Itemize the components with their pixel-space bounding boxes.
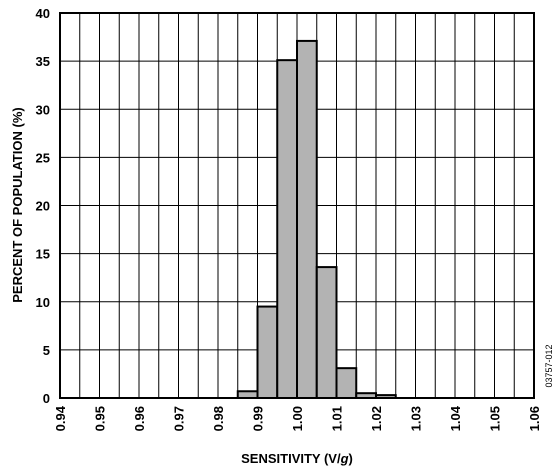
x-tick-label: 1.05 — [488, 406, 503, 431]
y-tick-label: 30 — [36, 102, 50, 117]
y-axis-title: PERCENT OF POPULATION (%) — [10, 107, 25, 302]
histogram-bar — [256, 305, 279, 399]
x-tick-label: 1.02 — [369, 406, 384, 431]
y-tick-label: 0 — [43, 391, 50, 406]
x-tick-label: 1.00 — [290, 406, 305, 431]
x-tick-label: 0.98 — [211, 406, 226, 431]
histogram-bar — [335, 367, 358, 400]
x-tick-label: 1.01 — [330, 406, 345, 431]
x-axis-title-close: ) — [349, 451, 353, 466]
x-tick-label: 0.97 — [172, 406, 187, 431]
histogram-bar — [276, 59, 298, 399]
x-tick-label: 0.94 — [53, 405, 68, 431]
x-tick-label: 1.03 — [409, 406, 424, 431]
y-tick-label: 5 — [43, 343, 50, 358]
x-axis-title-unit: g — [340, 451, 349, 466]
histogram-bar — [236, 390, 259, 400]
x-axis-title-main: SENSITIVITY (V/ — [241, 451, 341, 466]
histogram-bar — [315, 266, 338, 399]
x-tick-label: 0.96 — [132, 406, 147, 431]
x-tick-label: 0.95 — [93, 406, 108, 431]
y-tick-labels: 0 5 10 15 20 25 30 35 40 — [36, 6, 50, 406]
x-tick-labels: 0.94 0.95 0.96 0.97 0.98 0.99 1.00 1.01 1.02 1.03… — [53, 405, 542, 431]
x-tick-label: 1.06 — [527, 406, 542, 431]
figure-code: 03757-012 — [544, 344, 554, 387]
plot-frame — [59, 12, 535, 399]
x-tick-label: 1.04 — [448, 405, 463, 431]
y-tick-label: 25 — [36, 150, 50, 165]
y-tick-label: 35 — [36, 54, 50, 69]
x-axis-title: SENSITIVITY (V/g) — [241, 451, 353, 466]
y-tick-label: 20 — [36, 199, 50, 214]
histogram-bar — [296, 39, 318, 399]
bars — [236, 39, 397, 400]
y-tick-label: 10 — [36, 295, 50, 310]
x-tick-label: 0.99 — [251, 406, 266, 431]
y-tick-label: 40 — [36, 6, 50, 21]
y-tick-label: 15 — [36, 247, 50, 262]
